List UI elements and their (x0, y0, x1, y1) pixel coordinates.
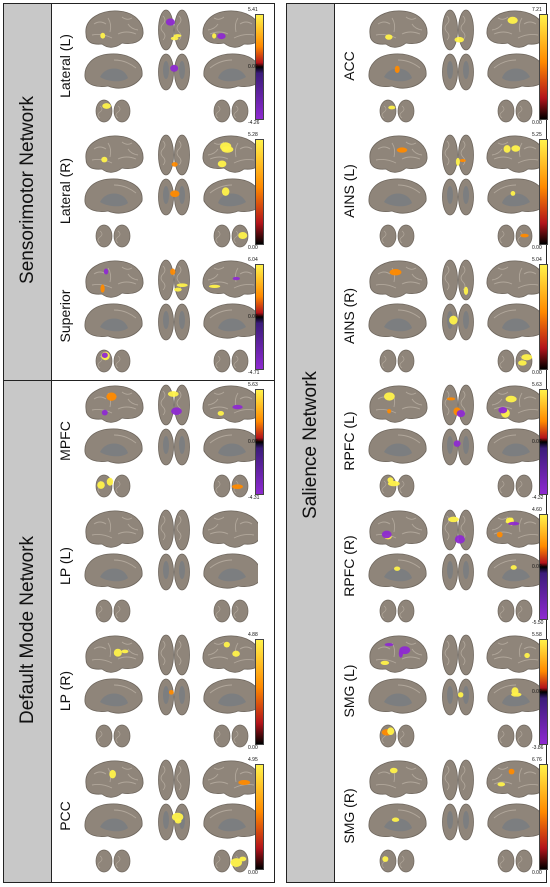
network-label-default-mode: Default Mode Network (17, 536, 38, 724)
network-divider (4, 380, 274, 381)
colorbar-max-label: 5.28 (248, 132, 258, 138)
colorbar-max-label: 5.63 (248, 382, 258, 388)
colorbar-mid-label: 0.00 (248, 314, 258, 320)
colorbar-max-label: 5.58 (532, 632, 542, 638)
colorbar (539, 14, 548, 120)
colorbar (539, 639, 548, 745)
colorbar-max-label: 5.25 (532, 132, 542, 138)
seed-label: AINS (R) (341, 288, 357, 344)
brain-map-row: SMG (L) 5.58 0.00 -3.86 (336, 632, 548, 751)
colorbar-min-label: -5.50 (532, 620, 544, 626)
colorbar-max-label: 7.21 (532, 7, 542, 13)
seed-label: Lateral (L) (57, 34, 73, 98)
brain-map-row: Lateral (L) 5.41 0.00 -4.26 (52, 7, 264, 126)
colorbar (255, 139, 264, 245)
seed-label: RPFC (R) (341, 535, 357, 597)
colorbar-max-label: 6.76 (532, 757, 542, 763)
colorbar-mid-label: 0.00 (532, 689, 542, 695)
brain-surface-renders (84, 759, 258, 873)
colorbar (255, 639, 264, 745)
colorbar-mid-label: 0.00 (532, 439, 542, 445)
colorbar-max-label: 5.63 (532, 382, 542, 388)
brain-surface-renders (84, 509, 258, 623)
brain-map-row: ACC 7.21 0.00 (336, 7, 548, 126)
brain-surface-renders (368, 259, 542, 373)
brain-map-row: Lateral (R) 5.28 0.00 (52, 132, 264, 251)
colorbar-min-label: 0.00 (532, 245, 542, 251)
brain-map-row: LP (R) 4.88 0.00 (52, 632, 264, 751)
brain-surface-renders (84, 634, 258, 748)
salience-band: Salience Network (287, 4, 335, 882)
brain-surface-renders (368, 759, 542, 873)
network-label-sensorimotor: Sensorimotor Network (17, 96, 38, 284)
colorbar (255, 14, 264, 120)
brain-surface-renders (84, 259, 258, 373)
colorbar-max-label: 5.41 (248, 7, 258, 13)
brain-surface-renders (368, 634, 542, 748)
colorbar (539, 514, 548, 620)
brain-surface-renders (84, 9, 258, 123)
colorbar-max-label: 4.88 (248, 632, 258, 638)
seed-label: LP (R) (57, 670, 73, 712)
colorbar (539, 139, 548, 245)
colorbar (539, 389, 548, 495)
seed-label: AINS (L) (341, 164, 357, 218)
seed-label: LP (L) (57, 547, 73, 585)
seed-label: Superior (57, 289, 73, 343)
colorbar-min-label: 0.00 (532, 870, 542, 876)
colorbar-mid-label: 0.00 (248, 439, 258, 445)
seed-label: ACC (341, 51, 357, 81)
brain-surface-renders (368, 134, 542, 248)
brain-map-row: MPFC 5.63 0.00 -4.31 (52, 382, 264, 501)
brain-map-row: RPFC (R) 4.60 0.00 -5.50 (336, 507, 548, 626)
colorbar (255, 389, 264, 495)
seed-label: RPFC (L) (341, 411, 357, 471)
colorbar-min-label: 0.00 (532, 120, 542, 126)
colorbar-mid-label: 0.00 (532, 564, 542, 570)
brain-map-row: PCC 4.95 0.00 (52, 757, 264, 876)
brain-map-row: AINS (L) 5.25 0.00 (336, 132, 548, 251)
network-label-salience: Salience Network (300, 371, 321, 519)
brain-map-row: Superior 6.04 0.00 -4.71 (52, 257, 264, 376)
brain-map-row: RPFC (L) 5.63 0.00 -4.32 (336, 382, 548, 501)
colorbar-mid-label: 0.00 (248, 64, 258, 70)
colorbar-min-label: -4.26 (248, 120, 260, 126)
colorbar-min-label: -4.71 (248, 370, 260, 376)
brain-map-row: SMG (R) 6.76 0.00 (336, 757, 548, 876)
brain-map-row: LP (L) (52, 508, 262, 626)
brain-surface-renders (368, 9, 542, 123)
colorbar-max-label: 4.95 (248, 757, 258, 763)
colorbar-min-label: 0.00 (248, 745, 258, 751)
brain-surface-renders (84, 384, 258, 498)
seed-label: SMG (L) (341, 664, 357, 718)
brain-map-row: AINS (R) 5.04 0.00 (336, 257, 548, 376)
sensorimotor-band: Sensorimotor Network (4, 4, 52, 380)
colorbar-min-label: 0.00 (532, 370, 542, 376)
colorbar (255, 264, 264, 370)
colorbar-min-label: -3.86 (532, 745, 544, 751)
colorbar (255, 764, 264, 870)
colorbar-min-label: -4.32 (532, 495, 544, 501)
colorbar-min-label: 0.00 (248, 870, 258, 876)
colorbar-min-label: -4.31 (248, 495, 260, 501)
colorbar-max-label: 5.04 (532, 257, 542, 263)
seed-label: SMG (R) (341, 788, 357, 844)
seed-label: Lateral (R) (57, 157, 73, 225)
colorbar (539, 764, 548, 870)
brain-surface-renders (368, 384, 542, 498)
seed-label: PCC (57, 801, 73, 831)
colorbar-max-label: 4.60 (532, 507, 542, 513)
seed-label: MPFC (57, 421, 73, 461)
brain-surface-renders (84, 134, 258, 248)
default-mode-band: Default Mode Network (4, 381, 52, 882)
colorbar-min-label: 0.00 (248, 245, 258, 251)
colorbar-max-label: 6.04 (248, 257, 258, 263)
brain-surface-renders (368, 509, 542, 623)
colorbar (539, 264, 548, 370)
